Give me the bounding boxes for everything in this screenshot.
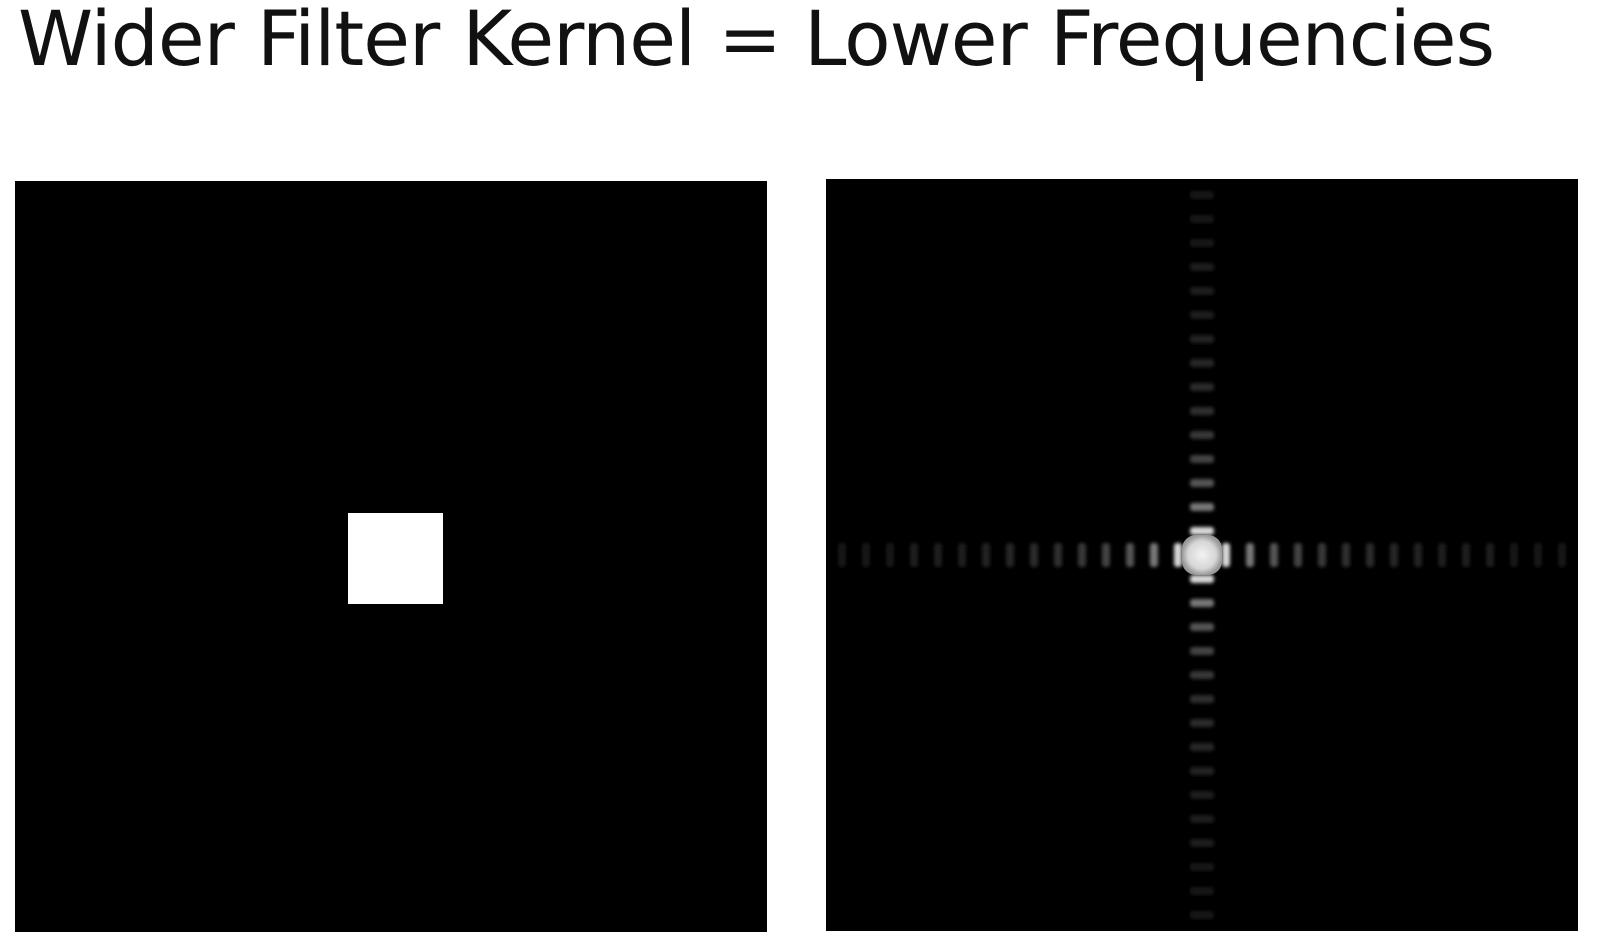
- sinc-lobe: [1486, 543, 1494, 567]
- sinc-lobe: [1190, 335, 1214, 343]
- sinc-lobe: [1190, 815, 1214, 823]
- sinc-lobe: [1102, 543, 1110, 567]
- sinc-lobe: [1222, 543, 1230, 567]
- sinc-lobe: [1190, 503, 1214, 511]
- sinc-lobe: [934, 543, 942, 567]
- sinc-lobe: [1190, 719, 1214, 727]
- sinc-lobe: [1190, 791, 1214, 799]
- sinc-lobe: [1054, 543, 1062, 567]
- sinc-lobe: [1294, 543, 1302, 567]
- sinc-lobe: [1190, 695, 1214, 703]
- sinc-lobe: [1190, 743, 1214, 751]
- dc-peak: [1182, 535, 1222, 575]
- slide-title: Wider Filter Kernel = Lower Frequencies: [18, 0, 1495, 83]
- sinc-lobe: [1150, 543, 1158, 567]
- sinc-lobe: [1190, 287, 1214, 295]
- sinc-lobe: [862, 543, 870, 567]
- sinc-lobe: [1190, 311, 1214, 319]
- sinc-lobe: [1190, 263, 1214, 271]
- sinc-lobe: [1558, 543, 1566, 567]
- sinc-lobe: [1190, 191, 1214, 199]
- sinc-lobe: [1190, 527, 1214, 535]
- sinc-lobe: [1030, 543, 1038, 567]
- sinc-lobe: [1174, 543, 1182, 567]
- sinc-lobe: [1190, 383, 1214, 391]
- spatial-kernel-image: [15, 181, 767, 932]
- sinc-lobe: [1126, 543, 1134, 567]
- sinc-lobe: [1190, 479, 1214, 487]
- sinc-lobe: [1190, 239, 1214, 247]
- sinc-lobe: [1190, 623, 1214, 631]
- sinc-lobe: [1190, 599, 1214, 607]
- sinc-lobe: [1190, 431, 1214, 439]
- sinc-lobe: [958, 543, 966, 567]
- sinc-lobe: [1390, 543, 1398, 567]
- sinc-lobe: [1318, 543, 1326, 567]
- sinc-lobe: [1270, 543, 1278, 567]
- sinc-lobe: [1534, 543, 1542, 567]
- box-kernel: [348, 513, 443, 604]
- sinc-lobe: [1190, 455, 1214, 463]
- sinc-lobe: [1462, 543, 1470, 567]
- sinc-lobe: [1190, 359, 1214, 367]
- sinc-lobe: [1510, 543, 1518, 567]
- sinc-lobe: [1414, 543, 1422, 567]
- sinc-lobe: [1190, 839, 1214, 847]
- sinc-lobe: [886, 543, 894, 567]
- sinc-lobe: [1190, 575, 1214, 583]
- sinc-lobe: [1190, 887, 1214, 895]
- sinc-lobe: [982, 543, 990, 567]
- sinc-lobe: [1438, 543, 1446, 567]
- sinc-lobe: [1190, 407, 1214, 415]
- sinc-lobe: [1190, 863, 1214, 871]
- sinc-lobe: [1190, 767, 1214, 775]
- sinc-lobe: [1190, 911, 1214, 919]
- sinc-lobe: [910, 543, 918, 567]
- spatial-kernel-panel: [15, 181, 767, 932]
- sinc-lobe: [1190, 215, 1214, 223]
- sinc-lobe: [1006, 543, 1014, 567]
- sinc-lobe: [1342, 543, 1350, 567]
- sinc-lobe: [1078, 543, 1086, 567]
- sinc-lobe: [1190, 671, 1214, 679]
- sinc-lobe: [1246, 543, 1254, 567]
- sinc-lobe: [1190, 647, 1214, 655]
- sinc-lobe: [1366, 543, 1374, 567]
- frequency-spectrum-panel: [826, 179, 1578, 931]
- frequency-spectrum-image: [826, 179, 1578, 931]
- sinc-lobes: [838, 191, 1566, 919]
- sinc-lobe: [838, 543, 846, 567]
